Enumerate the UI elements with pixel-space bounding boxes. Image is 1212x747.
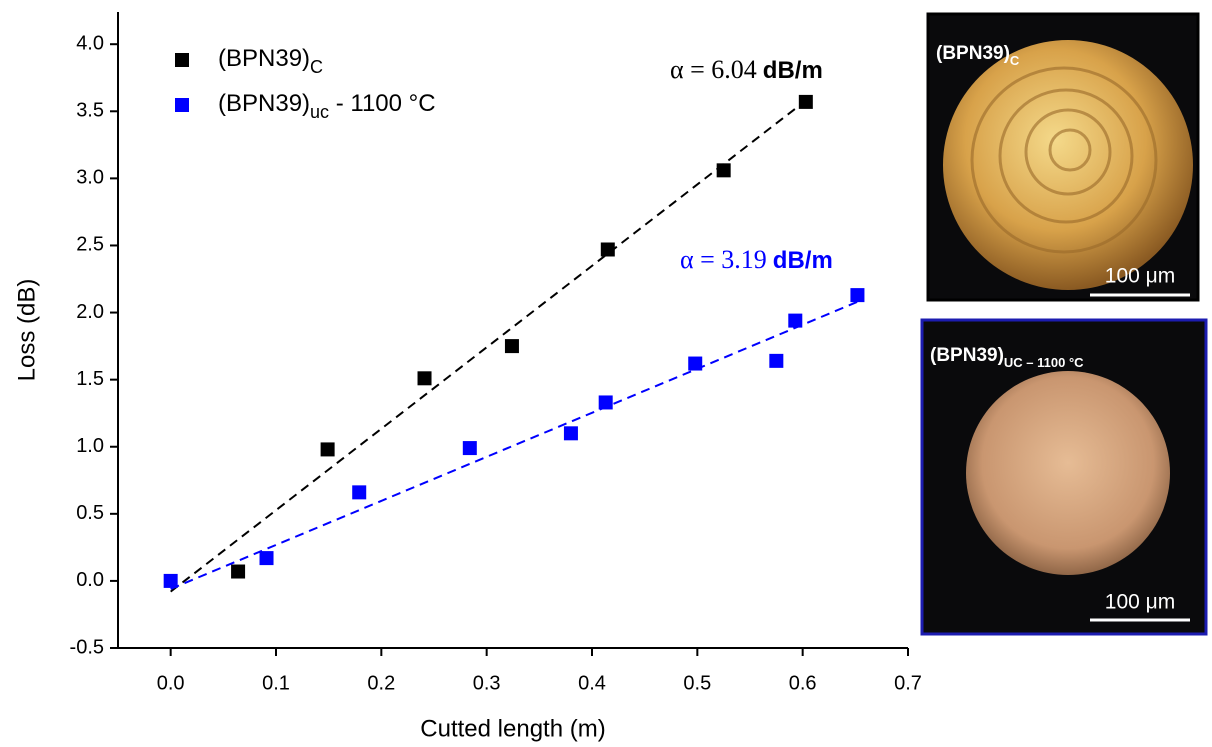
image-label-sub: C [1010, 53, 1020, 68]
y-axis-title: Loss (dB) [13, 279, 40, 382]
x-tick-label: 0.5 [683, 672, 711, 694]
y-tick-label: 2.0 [76, 301, 104, 323]
x-axis-title: Cutted length (m) [420, 715, 605, 742]
fit-line [170, 300, 858, 590]
y-tick-label: 4.0 [76, 32, 104, 54]
fiber-rings [970, 66, 1158, 254]
x-tick-label: 0.2 [367, 672, 395, 694]
fiber-image [966, 371, 1170, 575]
data-point [259, 551, 274, 566]
legend-marker [175, 98, 189, 112]
image-label-sub: UC – 1100 °C [1004, 355, 1084, 370]
data-point [600, 242, 615, 257]
scale-label: 100 μm [1105, 591, 1175, 614]
legend-sub: uc [310, 102, 329, 122]
x-tick-label: 0.4 [578, 672, 606, 694]
data-point [788, 313, 803, 328]
y-tick-label: 0.0 [76, 569, 104, 591]
annotation-value: α = 6.04 [670, 55, 757, 84]
data-point [163, 573, 178, 588]
x-tick-label: 0.7 [894, 672, 922, 694]
annotation-value: α = 3.19 [680, 245, 767, 274]
data-point [320, 442, 335, 457]
data-point [769, 353, 784, 368]
data-point [688, 356, 703, 371]
legend-marker [175, 53, 189, 67]
image-label: (BPN39)UC – 1100 °C [930, 345, 1084, 370]
legend-label: (BPN39)uc - 1100 °C [218, 90, 436, 121]
y-tick-label: -0.5 [70, 636, 104, 658]
data-point [598, 395, 613, 410]
data-point [563, 426, 578, 441]
image-label-main: (BPN39) [930, 345, 1004, 366]
image-label: (BPN39)C [936, 43, 1020, 68]
y-tick-label: 2.5 [76, 234, 104, 256]
y-tick-label: 0.5 [76, 502, 104, 524]
y-tick-label: 1.5 [76, 368, 104, 390]
annotation-unit: dB/m [773, 247, 833, 274]
data-point [417, 371, 432, 386]
data-point [504, 339, 519, 354]
x-tick-label: 0.3 [473, 672, 501, 694]
x-tick-label: 0.0 [157, 672, 185, 694]
image-label-main: (BPN39) [936, 43, 1010, 64]
legend-name: (BPN39) [218, 90, 310, 117]
data-point [850, 288, 865, 303]
y-tick-label: 3.0 [76, 167, 104, 189]
y-tick-label: 1.0 [76, 435, 104, 457]
legend-label: (BPN39)C [218, 45, 323, 76]
data-point [231, 564, 246, 579]
legend-sub: C [310, 57, 323, 77]
x-tick-label: 0.6 [789, 672, 817, 694]
data-point [798, 94, 813, 109]
annotation-unit: dB/m [763, 57, 823, 84]
annotation: α = 6.04 dB/m [670, 55, 823, 84]
y-tick-label: 3.5 [76, 100, 104, 122]
legend-suffix: - 1100 °C [329, 90, 436, 117]
legend-name: (BPN39) [218, 45, 310, 72]
data-point [462, 441, 477, 456]
annotation: α = 3.19 dB/m [680, 245, 833, 274]
scale-label: 100 μm [1105, 265, 1175, 288]
x-tick-label: 0.1 [262, 672, 290, 694]
data-point [716, 163, 731, 178]
fiber-image [943, 40, 1193, 290]
fit-line [170, 99, 807, 593]
data-point [352, 485, 367, 500]
